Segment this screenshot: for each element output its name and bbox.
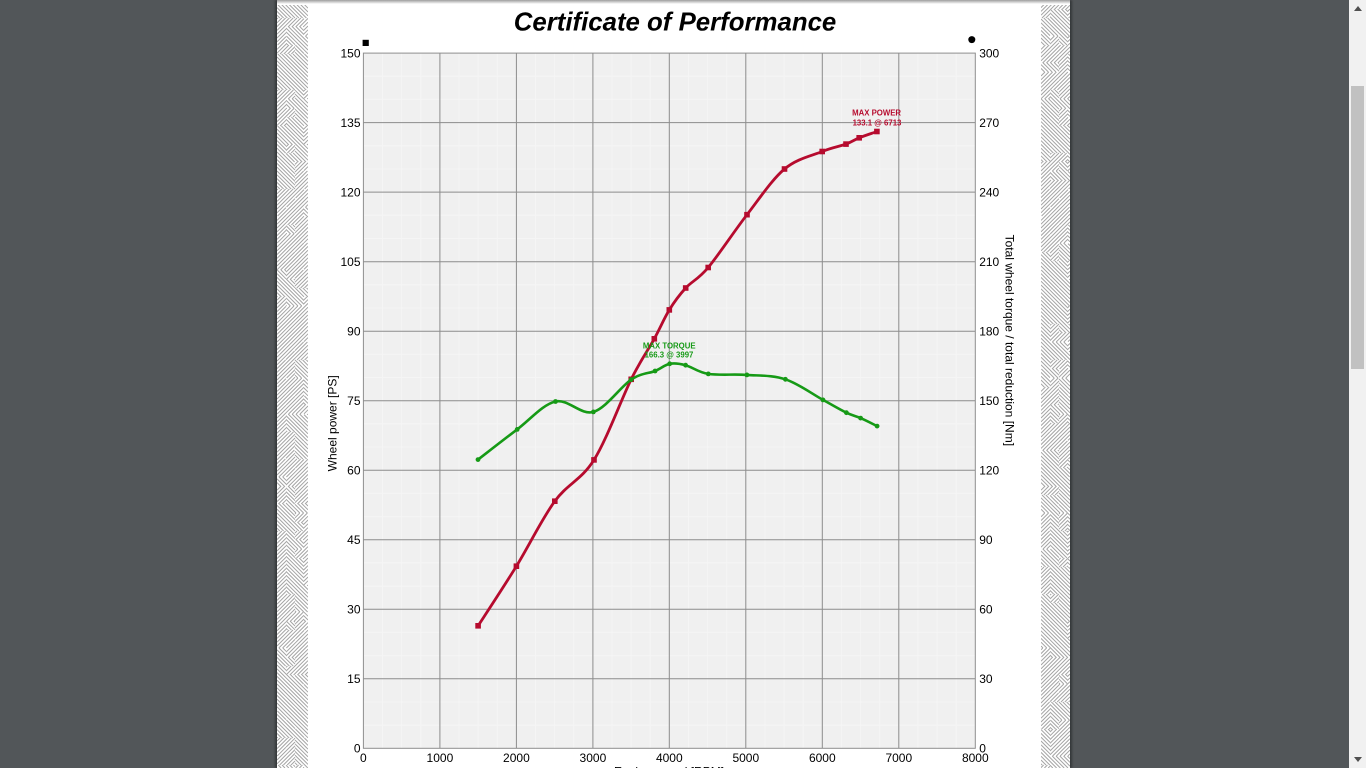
svg-text:150: 150: [340, 46, 360, 60]
svg-text:1000: 1000: [427, 751, 454, 765]
svg-text:0: 0: [979, 742, 986, 756]
svg-text:6000: 6000: [809, 751, 836, 765]
svg-text:60: 60: [979, 603, 993, 617]
svg-text:120: 120: [979, 464, 999, 478]
svg-text:3000: 3000: [580, 751, 607, 765]
svg-text:300: 300: [979, 46, 999, 60]
svg-text:240: 240: [979, 185, 999, 199]
svg-text:133.1 @ 6713: 133.1 @ 6713: [853, 119, 902, 128]
svg-text:90: 90: [347, 325, 361, 339]
svg-text:5000: 5000: [732, 751, 759, 765]
svg-text:MAX POWER: MAX POWER: [852, 108, 901, 117]
svg-text:8000: 8000: [962, 751, 989, 765]
svg-text:166.3 @ 3997: 166.3 @ 3997: [645, 351, 694, 360]
svg-text:135: 135: [340, 116, 360, 130]
svg-text:Engine speed [RPM]: Engine speed [RPM]: [614, 765, 724, 768]
svg-text:45: 45: [347, 533, 361, 547]
svg-text:4000: 4000: [656, 751, 683, 765]
svg-text:180: 180: [979, 325, 999, 339]
svg-text:210: 210: [979, 255, 999, 269]
svg-text:270: 270: [979, 116, 999, 130]
svg-text:150: 150: [979, 394, 999, 408]
svg-text:120: 120: [340, 185, 360, 199]
svg-text:105: 105: [340, 255, 360, 269]
svg-text:Certificate of Performance: Certificate of Performance: [514, 9, 837, 37]
svg-text:7000: 7000: [885, 751, 912, 765]
svg-text:MAX TORQUE: MAX TORQUE: [643, 341, 696, 350]
svg-text:90: 90: [979, 533, 993, 547]
svg-text:Total wheel torque / total red: Total wheel torque / total reduction [Nm…: [1003, 235, 1017, 446]
svg-text:0: 0: [354, 742, 361, 756]
svg-text:30: 30: [347, 603, 361, 617]
svg-text:15: 15: [347, 672, 361, 686]
svg-text:0: 0: [360, 751, 367, 765]
svg-text:Wheel power [PS]: Wheel power [PS]: [326, 375, 340, 471]
svg-text:75: 75: [347, 394, 361, 408]
svg-text:60: 60: [347, 464, 361, 478]
svg-text:30: 30: [979, 672, 993, 686]
svg-text:2000: 2000: [503, 751, 530, 765]
